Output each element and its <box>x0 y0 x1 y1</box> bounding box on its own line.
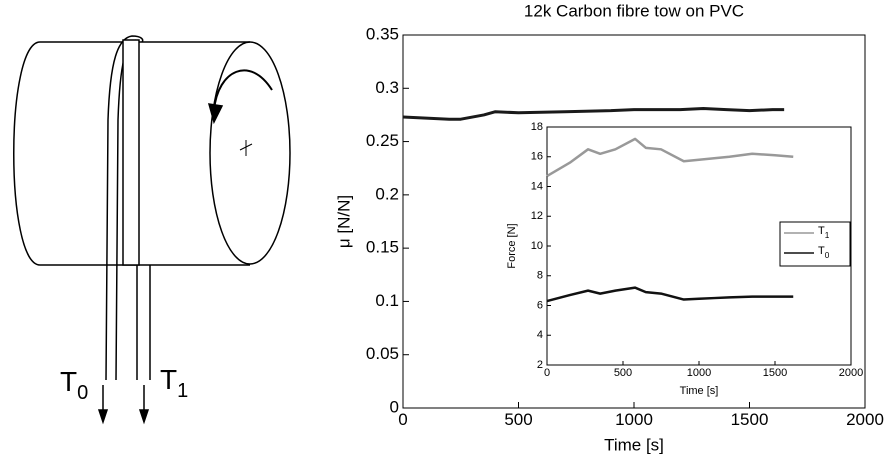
x-axis-label: Time [s] <box>680 385 719 397</box>
y-tick-label: 0.15 <box>366 238 399 257</box>
y-tick-label: 0.1 <box>375 291 399 310</box>
y-axis-label: Force [N] <box>506 223 518 268</box>
y-tick-label: 8 <box>537 270 543 282</box>
y-tick-label: 10 <box>531 240 543 252</box>
x-tick-label: 1500 <box>763 367 787 379</box>
chart-title: 12k Carbon fibre tow on PVC <box>524 1 744 20</box>
label-sub: 1 <box>177 380 188 402</box>
y-axis-label: μ [N/N] <box>334 195 353 248</box>
x-tick-label: 2000 <box>839 367 863 379</box>
y-tick-label: 0.2 <box>375 184 399 203</box>
x-tick-label: 1000 <box>615 410 653 429</box>
cylinder-left-edge <box>13 41 41 266</box>
label-main: T <box>160 364 177 395</box>
x-tick-label: 500 <box>504 410 532 429</box>
y-tick-label: 2 <box>537 359 543 371</box>
label-t1: T1 <box>160 364 188 402</box>
y-tick-label: 4 <box>537 329 543 341</box>
arrow-t0 <box>97 385 109 425</box>
arrow-t1 <box>138 385 150 425</box>
tow-front <box>122 39 140 266</box>
legend-label: T0 <box>818 245 830 260</box>
legend-label-main: T <box>818 225 825 237</box>
label-main: T <box>60 366 77 397</box>
x-tick-label: 500 <box>614 367 632 379</box>
data-line <box>546 137 794 178</box>
y-tick-label: 0.05 <box>366 344 399 363</box>
x-tick-label: 0 <box>398 410 407 429</box>
data-line <box>546 286 794 303</box>
y-tick-label: 0.3 <box>375 78 399 97</box>
y-tick-label: 0.35 <box>366 24 399 43</box>
legend-label-main: T <box>818 245 825 257</box>
legend-label: T1 <box>818 225 830 240</box>
y-tick-label: 12 <box>531 210 543 222</box>
y-tick-label: 0.25 <box>366 131 399 150</box>
charts: 00.050.10.150.20.250.30.350 500 1000 1500 20… <box>334 1 883 454</box>
y-tick-label: 6 <box>537 299 543 311</box>
x-tick-label: 0 <box>544 367 550 379</box>
data-line <box>402 107 785 121</box>
y-tick-label: 18 <box>531 121 543 133</box>
legend-box <box>779 221 851 267</box>
y-tick-label: 16 <box>531 151 543 163</box>
rotation-arrow <box>213 69 273 111</box>
x-axis-label: Time [s] <box>604 435 664 454</box>
axis-cross <box>239 140 253 156</box>
label-sub: 0 <box>77 382 88 404</box>
x-tick-label: 2000 <box>846 410 884 429</box>
x-tick-label: 1500 <box>731 410 769 429</box>
diagram <box>13 35 291 425</box>
y-tick-label: 0 <box>390 397 399 416</box>
label-t0: T0 <box>60 366 88 404</box>
legend-label-sub: 1 <box>825 231 830 240</box>
x-tick-label: 1000 <box>687 367 711 379</box>
tow-back <box>105 35 144 381</box>
rotation-arrowhead <box>207 103 224 125</box>
y-tick-label: 14 <box>531 180 543 192</box>
cylinder-end <box>209 41 291 265</box>
legend-label-sub: 0 <box>825 251 830 260</box>
